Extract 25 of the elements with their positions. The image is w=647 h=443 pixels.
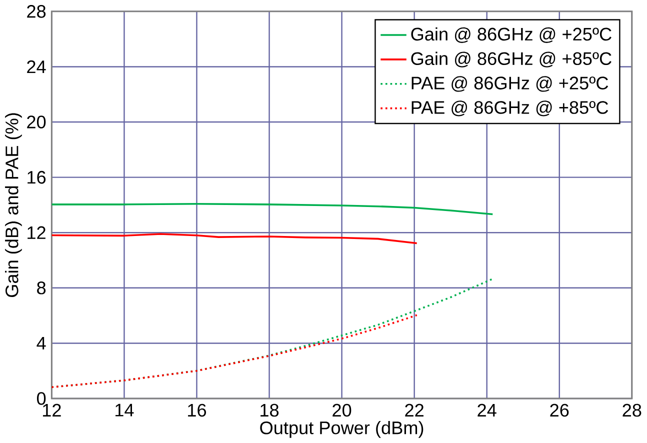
x-axis-title: Output Power (dBm) [260,421,424,438]
legend-label: PAE @ 86GHz @ +85ºC [412,100,608,116]
line-series [52,233,418,244]
x-tick-label: 20 [332,404,352,417]
legend-label: Gain @ 86GHz @ +25ºC [411,27,612,44]
x-tick-label: 28 [622,404,642,417]
x-tick-label: 16 [188,404,206,417]
y-tick-label: 20 [27,116,46,128]
line-series [52,203,494,216]
y-tick-label: 0 [36,392,46,405]
y-tick-label: 16 [28,170,46,184]
y-tick-label: 8 [37,282,46,294]
legend-label: PAE @ 86GHz @ +25ºC [412,76,608,92]
y-axis-title: Gain (dB) and PAE (%) [5,113,22,298]
y-tick-label: 24 [27,60,46,74]
x-tick-label: 22 [405,404,424,417]
x-tick-label: 24 [478,404,496,417]
y-tick-label: 4 [36,337,46,350]
y-tick-label: 12 [28,226,46,239]
x-tick-label: 14 [116,404,134,416]
x-tick-label: 26 [550,404,569,417]
x-tick-label: 18 [260,404,279,417]
legend-label: Gain @ 86GHz @ +85ºC [411,52,612,68]
line-series [52,314,418,388]
y-tick-label: 28 [27,5,46,18]
